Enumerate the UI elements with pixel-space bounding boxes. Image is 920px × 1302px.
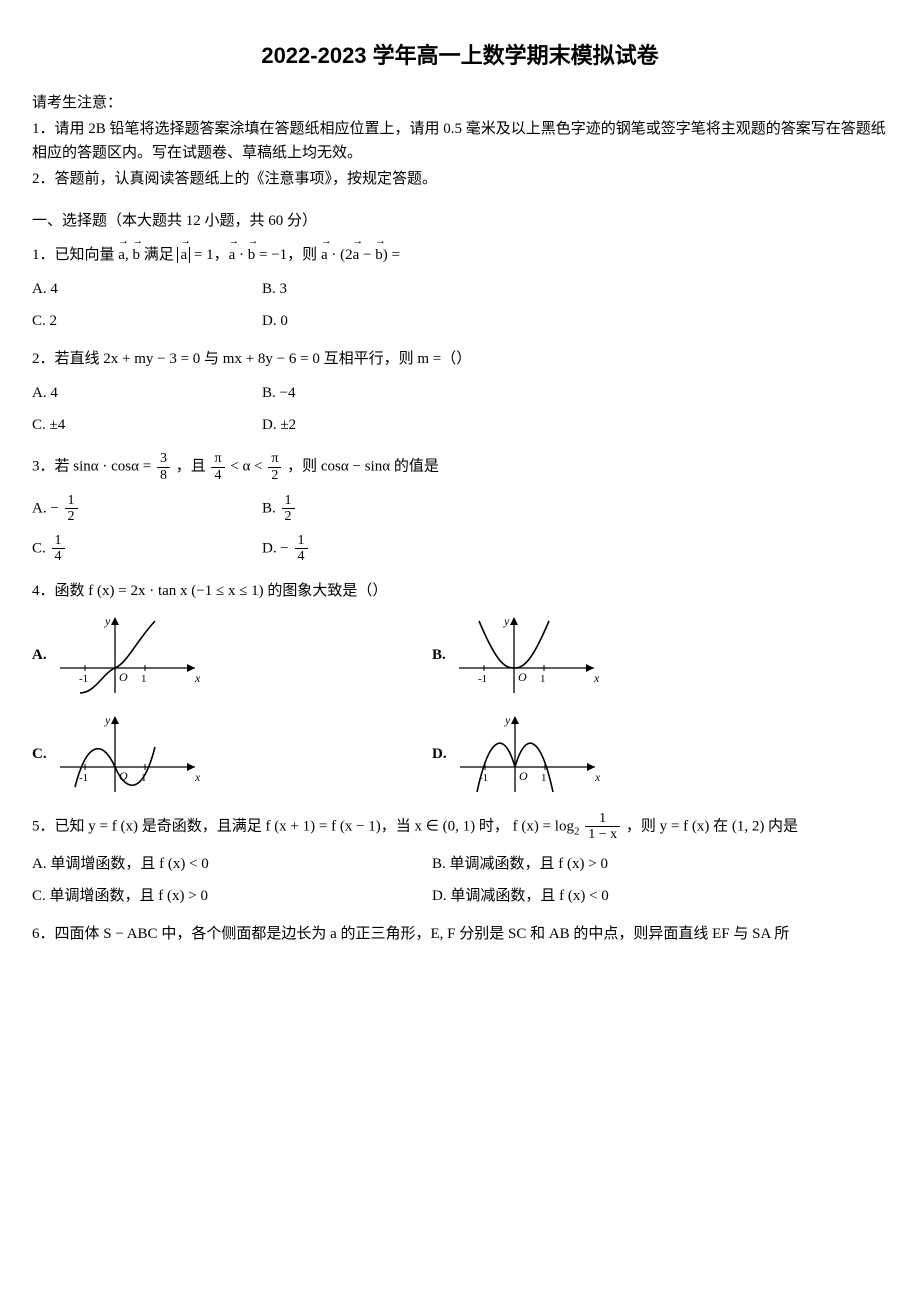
q1-options: A. 4 B. 3 C. 2 D. 0 bbox=[32, 277, 888, 333]
q4-options: A. y x O -1 1 B. y x O -1 bbox=[32, 613, 888, 797]
q3-opt-b: B. 12 bbox=[262, 493, 888, 525]
svg-text:x: x bbox=[593, 671, 600, 685]
svg-text:-1: -1 bbox=[79, 673, 88, 685]
q2-opt-d: D. ±2 bbox=[262, 413, 888, 437]
q4-graph-d: y x O -1 1 bbox=[455, 712, 605, 797]
q1-opt-a: A. 4 bbox=[32, 277, 262, 301]
q5-options: A. 单调增函数，且 f (x) < 0 B. 单调减函数，且 f (x) > … bbox=[32, 852, 888, 908]
q2-opt-b: B. −4 bbox=[262, 381, 888, 405]
question-6: 6．四面体 S − ABC 中，各个侧面都是边长为 a 的正三角形，E, F 分… bbox=[32, 922, 888, 946]
q1-opt-c: C. 2 bbox=[32, 309, 262, 333]
svg-text:-1: -1 bbox=[79, 772, 88, 784]
question-2: 2．若直线 2x + my − 3 = 0 与 mx + 8y − 6 = 0 … bbox=[32, 347, 888, 437]
q4-opt-c: C. y x O -1 1 bbox=[32, 712, 432, 797]
question-5: 5．已知 y = f (x) 是奇函数，且满足 f (x + 1) = f (x… bbox=[32, 811, 888, 909]
question-4: 4．函数 f (x) = 2x · tan x (−1 ≤ x ≤ 1) 的图象… bbox=[32, 579, 888, 797]
instruction-line-2: 2．答题前，认真阅读答题纸上的《注意事项》，按规定答题。 bbox=[32, 167, 888, 191]
q3-stem-c: ，则 cosα − sinα 的值是 bbox=[287, 459, 439, 475]
svg-text:x: x bbox=[194, 770, 201, 784]
q3-opt-c: C. 14 bbox=[32, 533, 262, 565]
q5-stem-sub: 2 bbox=[574, 825, 580, 837]
q3-stem-a: 3．若 sinα · cosα = bbox=[32, 459, 155, 475]
q3-opt-d: D. − 14 bbox=[262, 533, 888, 565]
svg-text:y: y bbox=[104, 713, 111, 727]
question-1: 1．已知向量 a, b 满足 a = 1，a · b = −1，则 a · (2… bbox=[32, 243, 888, 333]
svg-text:y: y bbox=[104, 614, 111, 628]
svg-text:1: 1 bbox=[540, 673, 546, 685]
svg-text:O: O bbox=[119, 670, 128, 684]
q4-opt-d-label: D. bbox=[432, 742, 447, 766]
q2-opt-c: C. ±4 bbox=[32, 413, 262, 437]
q4-opt-c-label: C. bbox=[32, 742, 47, 766]
q4-opt-a: A. y x O -1 1 bbox=[32, 613, 432, 698]
svg-text:O: O bbox=[519, 769, 528, 783]
q1-stem: 1．已知向量 a, b 满足 a = 1，a · b = −1，则 a · (2… bbox=[32, 243, 888, 267]
svg-text:y: y bbox=[504, 713, 511, 727]
svg-text:1: 1 bbox=[141, 673, 147, 685]
q4-opt-b-label: B. bbox=[432, 643, 446, 667]
q4-opt-a-label: A. bbox=[32, 643, 47, 667]
instructions-heading: 请考生注意： bbox=[32, 91, 888, 115]
q2-opt-a: A. 4 bbox=[32, 381, 262, 405]
q4-opt-b: B. y x O -1 1 bbox=[432, 613, 888, 698]
q1-opt-d: D. 0 bbox=[262, 309, 888, 333]
section-1-heading: 一、选择题（本大题共 12 小题，共 60 分） bbox=[32, 209, 888, 233]
q5-opt-b: B. 单调减函数，且 f (x) > 0 bbox=[432, 852, 888, 876]
q5-stem: 5．已知 y = f (x) 是奇函数，且满足 f (x + 1) = f (x… bbox=[32, 811, 888, 843]
svg-text:O: O bbox=[518, 670, 527, 684]
q5-stem-a: 5．已知 y = f (x) 是奇函数，且满足 f (x + 1) = f (x… bbox=[32, 818, 574, 834]
q4-graph-c: y x O -1 1 bbox=[55, 712, 205, 797]
q3-opt-a: A. − 12 bbox=[32, 493, 262, 525]
instructions-block: 请考生注意： 1．请用 2B 铅笔将选择题答案涂填在答题纸相应位置上，请用 0.… bbox=[32, 91, 888, 191]
q5-stem-b: ，则 y = f (x) 在 (1, 2) 内是 bbox=[626, 818, 798, 834]
q2-stem: 2．若直线 2x + my − 3 = 0 与 mx + 8y − 6 = 0 … bbox=[32, 347, 888, 371]
q3-options: A. − 12 B. 12 C. 14 D. − 14 bbox=[32, 493, 888, 565]
q1-stem-prefix: 1．已知向量 bbox=[32, 247, 118, 263]
page-title: 2022-2023 学年高一上数学期末模拟试卷 bbox=[32, 38, 888, 73]
q5-opt-c: C. 单调增函数，且 f (x) > 0 bbox=[32, 884, 432, 908]
q1-opt-b: B. 3 bbox=[262, 277, 888, 301]
svg-text:-1: -1 bbox=[478, 673, 487, 685]
q4-graph-b: y x O -1 1 bbox=[454, 613, 604, 698]
svg-text:y: y bbox=[503, 614, 510, 628]
instruction-line-1: 1．请用 2B 铅笔将选择题答案涂填在答题纸相应位置上，请用 0.5 毫米及以上… bbox=[32, 117, 888, 165]
q4-opt-d: D. y x O -1 1 bbox=[432, 712, 888, 797]
q4-stem: 4．函数 f (x) = 2x · tan x (−1 ≤ x ≤ 1) 的图象… bbox=[32, 579, 888, 603]
svg-text:x: x bbox=[594, 770, 601, 784]
svg-text:x: x bbox=[194, 671, 201, 685]
q5-opt-d: D. 单调减函数，且 f (x) < 0 bbox=[432, 884, 888, 908]
q2-options: A. 4 B. −4 C. ±4 D. ±2 bbox=[32, 381, 888, 437]
question-3: 3．若 sinα · cosα = 38 ，且 π4 < α < π2 ，则 c… bbox=[32, 451, 888, 564]
q4-graph-a: y x O -1 1 bbox=[55, 613, 205, 698]
q3-stem: 3．若 sinα · cosα = 38 ，且 π4 < α < π2 ，则 c… bbox=[32, 451, 888, 483]
q3-stem-b: ，且 bbox=[176, 459, 210, 475]
q6-stem: 6．四面体 S − ABC 中，各个侧面都是边长为 a 的正三角形，E, F 分… bbox=[32, 922, 888, 946]
q5-opt-a: A. 单调增函数，且 f (x) < 0 bbox=[32, 852, 432, 876]
svg-text:1: 1 bbox=[541, 772, 547, 784]
